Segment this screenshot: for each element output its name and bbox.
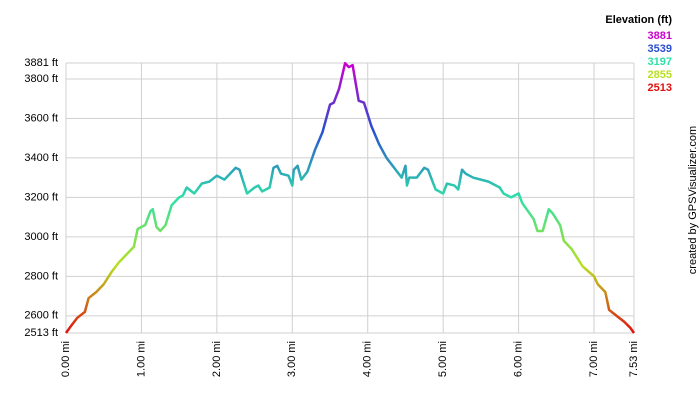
legend-value: 2513: [648, 82, 672, 94]
x-tick-label: 2.00 mi: [211, 341, 223, 377]
y-tick-label: 3200 ft: [24, 191, 58, 203]
legend-value: 3197: [648, 56, 672, 68]
x-tick-label: 6.00 mi: [512, 341, 524, 377]
x-tick-label: 5.00 mi: [437, 341, 449, 377]
y-tick-label: 3000 ft: [24, 231, 58, 243]
y-tick-label: 2600 ft: [24, 310, 58, 322]
x-tick-label: 7.00 mi: [588, 341, 600, 377]
legend-value: 2855: [648, 69, 672, 81]
x-tick-label: 1.00 mi: [135, 341, 147, 377]
legend-title: Elevation (ft): [605, 14, 672, 26]
y-tick-label: 3600 ft: [24, 112, 58, 124]
elevation-line: [64, 61, 636, 334]
x-tick-label: 7.53 mi: [628, 341, 640, 377]
x-tick-label: 0.00 mi: [60, 341, 72, 377]
credit: created by GPSVisualizer.com: [687, 126, 699, 274]
legend-value: 3539: [648, 43, 672, 55]
y-tick-label: 3800 ft: [24, 73, 58, 85]
y-tick-label: 3400 ft: [24, 152, 58, 164]
x-tick-label: 3.00 mi: [286, 341, 298, 377]
x-tick-label: 4.00 mi: [362, 341, 374, 377]
legend-value: 3881: [648, 30, 672, 42]
y-tick-label: 3881 ft: [24, 57, 58, 69]
y-tick-label: 2513 ft: [24, 327, 58, 339]
y-tick-label: 2800 ft: [24, 270, 58, 282]
